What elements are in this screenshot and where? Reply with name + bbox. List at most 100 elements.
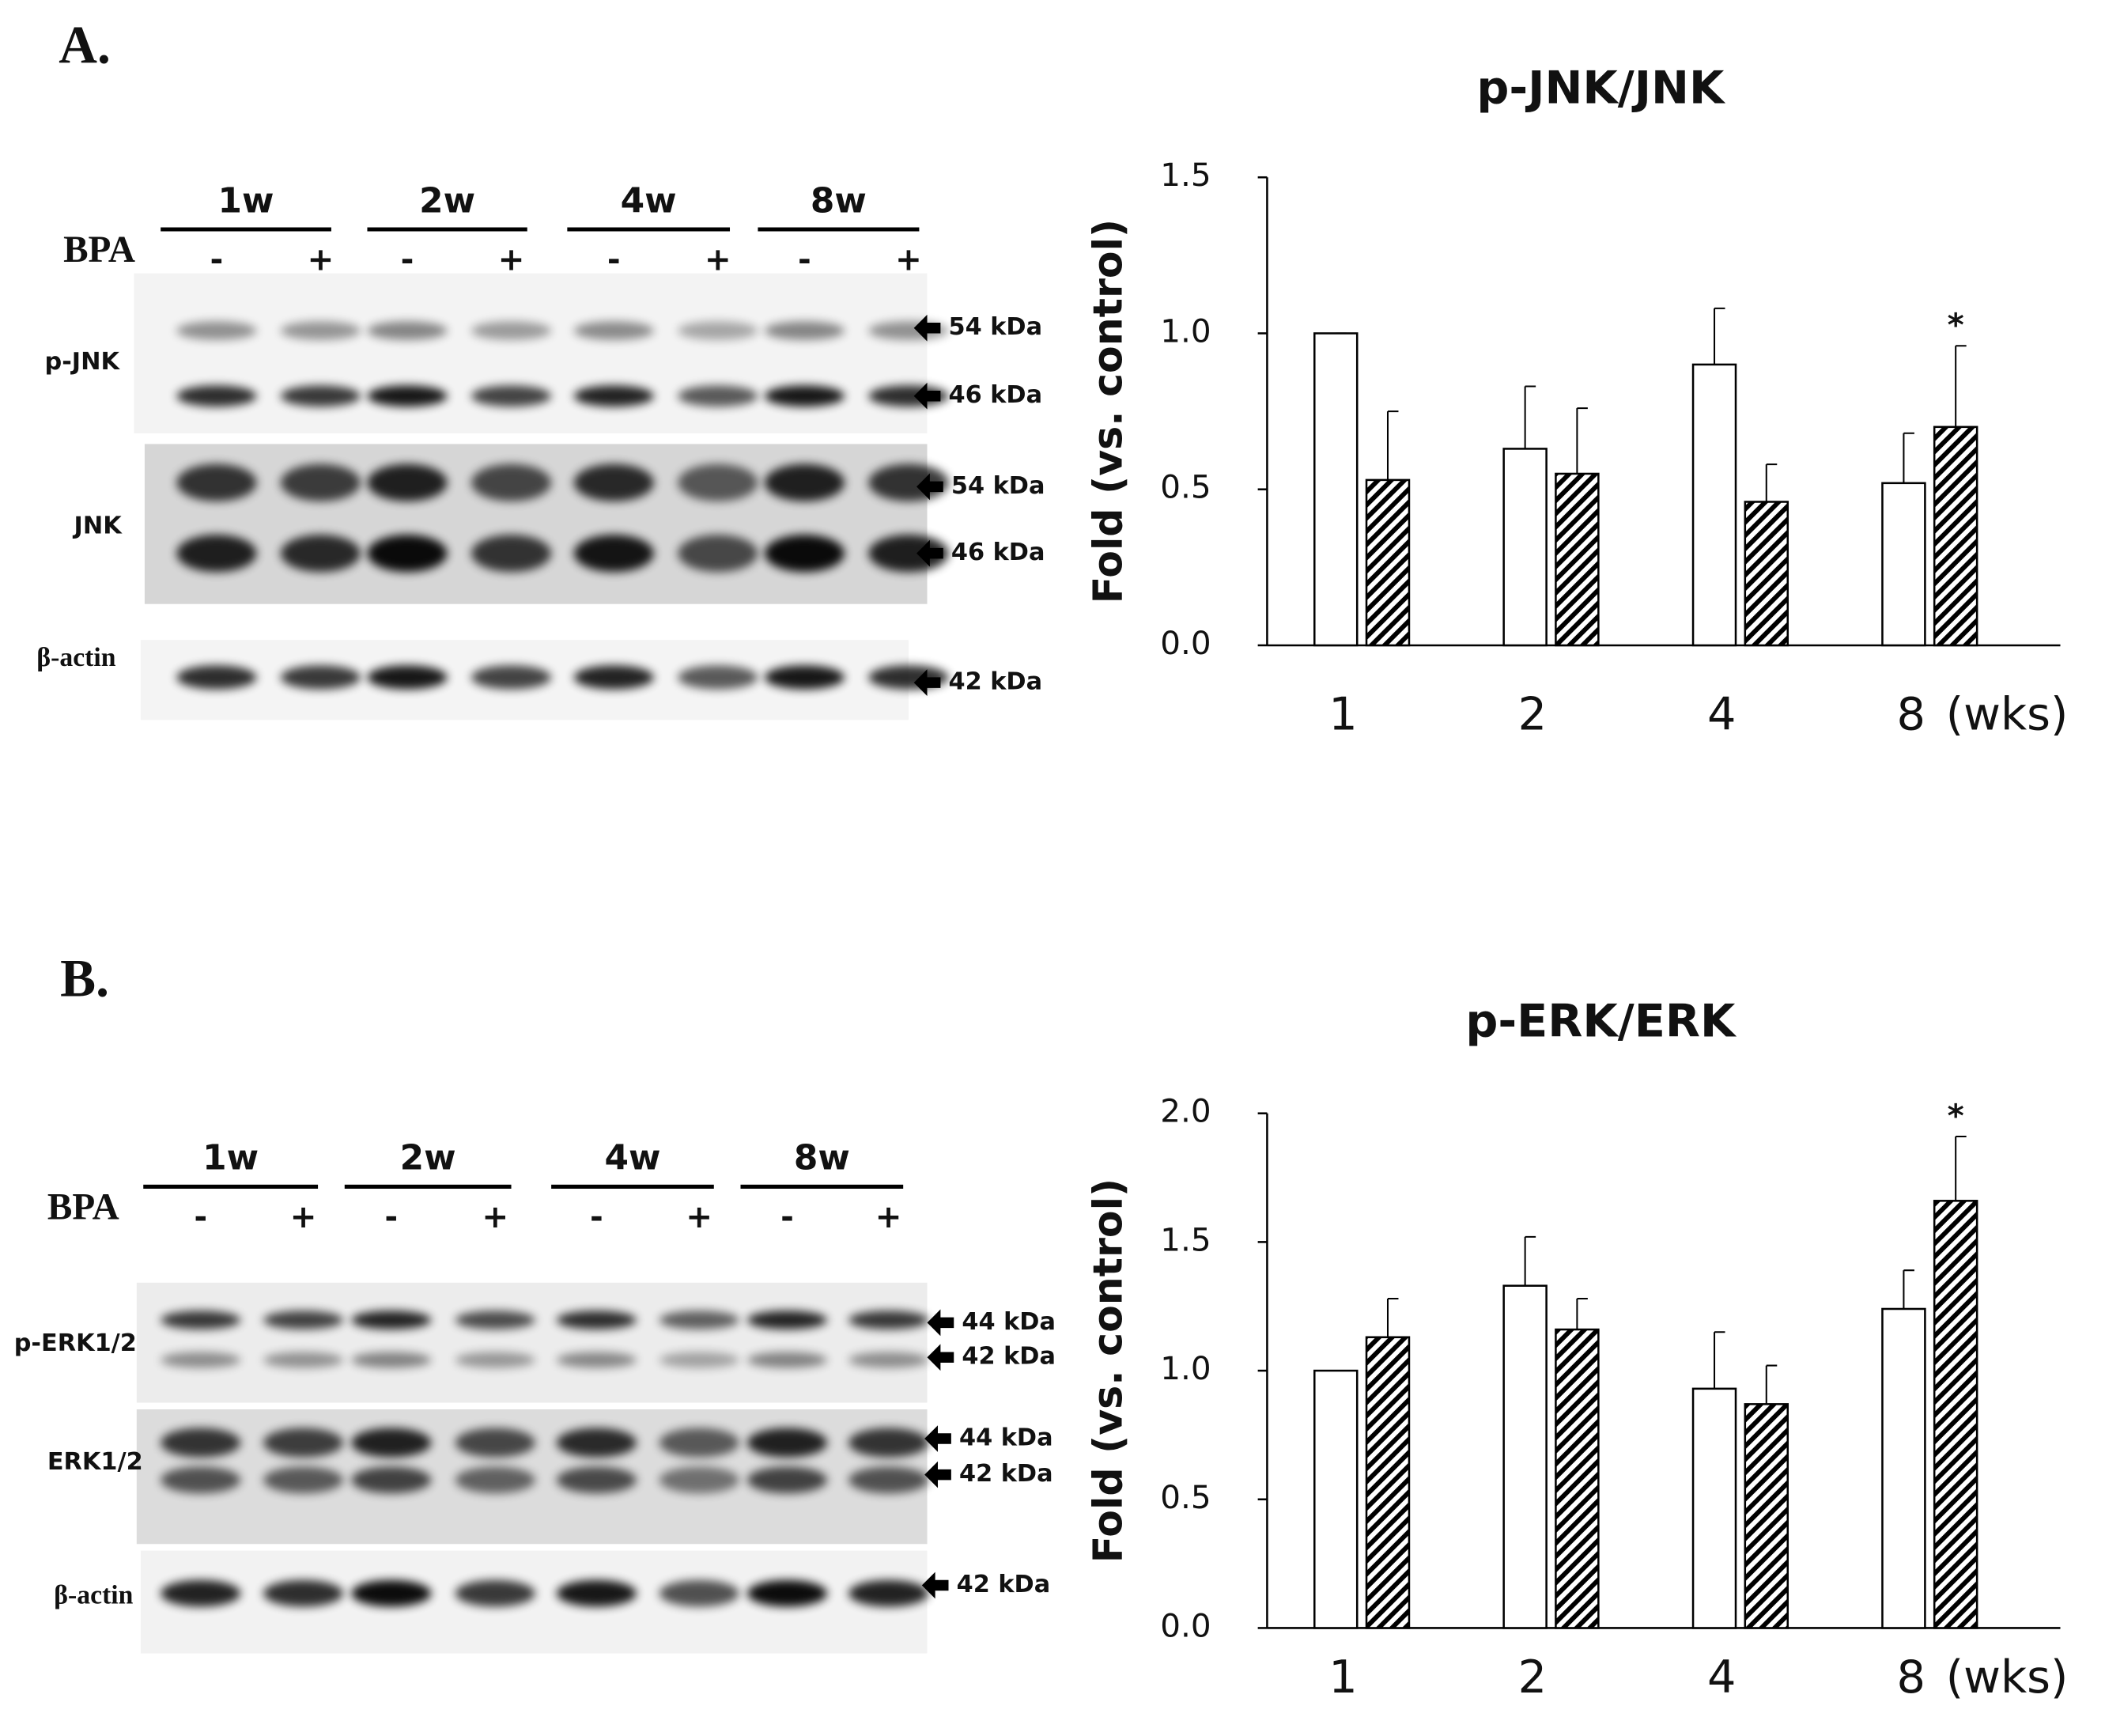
row-label: β-actin [36,643,115,672]
blot-band [556,1428,637,1458]
error-bar [1955,1135,1967,1201]
blot-band [678,665,758,690]
blot-band [280,463,361,501]
blot-band [351,1352,432,1368]
sign-label: - [798,240,811,278]
marker-label: 46 kDa [951,539,1045,566]
blot-band [848,1466,929,1494]
error-bar [1714,1331,1725,1389]
blot-band [263,1311,344,1329]
x-tick-label: 4 [1707,688,1736,741]
group-label: 4w [604,1138,660,1178]
bar [1502,448,1548,647]
chart-title: p-JNK/JNK [1476,61,1726,114]
marker-arrow [924,1425,951,1452]
chart-title: p-ERK/ERK [1465,994,1737,1047]
blot-band [263,1428,344,1458]
error-bar [1576,407,1588,474]
blot-band [764,665,845,690]
significance-mark: * [1948,1096,1964,1134]
error-bar [1576,1297,1588,1330]
blot-band [746,1352,828,1368]
row-label: JNK [73,512,123,539]
row-label: β-actin [54,1580,133,1609]
bar [1933,425,1978,647]
x-tick-label: 2 [1518,688,1547,741]
error-bar [1524,1235,1536,1286]
blot-band [455,1579,535,1607]
blot-band [573,463,654,501]
blot-band [263,1579,344,1607]
blot-band [678,535,758,573]
blot-band [659,1466,739,1494]
marker-label: 42 kDa [957,1571,1051,1598]
bar [1365,478,1411,647]
blot-band [161,1579,241,1607]
blot-band [848,1352,929,1368]
sign-label: - [401,240,414,278]
blot-band [351,1579,432,1607]
error-bar [1524,385,1536,449]
sign-label: + [290,1197,317,1235]
blot-strip [134,273,928,433]
blot-band [659,1579,739,1607]
blot-band [746,1428,828,1458]
blot-band [848,1579,929,1607]
panel-label: A. [59,16,111,75]
blot-band [367,321,448,340]
blot-band [161,1311,241,1329]
blot-band [280,321,361,340]
sign-label: + [875,1197,902,1235]
group-label: 1w [202,1138,259,1178]
y-tick-label: 1.5 [1160,156,1211,194]
blot-band [471,463,552,501]
blot-band [556,1352,637,1368]
group-label: 2w [419,180,475,221]
blot-band [367,535,448,573]
group-label: 4w [621,180,677,221]
blot-band [176,321,257,340]
blot-band [764,385,845,407]
marker-label: 46 kDa [949,381,1043,409]
marker-label: 42 kDa [962,1343,1056,1371]
blot-band [351,1466,432,1494]
bar [1881,482,1926,647]
sign-label: + [705,240,731,278]
blot-band [659,1428,739,1458]
y-tick-label: 1.0 [1160,1349,1211,1387]
blot-band [556,1311,637,1329]
y-tick-label: 0.5 [1160,468,1211,506]
blot-band [367,385,448,407]
group-label: 1w [218,180,274,221]
error-bar [1903,432,1914,483]
row-label: p-JNK [44,348,120,376]
error-bar [1765,463,1778,502]
blot-band [746,1466,828,1494]
error-bar [1765,1364,1778,1405]
treatment-label: BPA [47,1187,119,1228]
group-label: 8w [794,1138,850,1178]
blot-band [176,665,257,690]
blot-band [367,665,448,690]
blot-band [678,385,758,407]
group-label: 2w [400,1138,456,1178]
x-tick-label: 1 [1328,688,1357,741]
x-tick-label: 8 [1896,1651,1925,1704]
blot-band [556,1466,637,1494]
group-label: 8w [811,180,867,221]
sign-label: - [590,1197,603,1235]
bar [1881,1307,1926,1629]
row-label: ERK1/2 [47,1448,143,1476]
blot-band [764,321,845,340]
blot-band [573,665,654,690]
x-tick-label: 2 [1518,1651,1547,1704]
blot-band [471,535,552,573]
sign-label: - [210,240,224,278]
blot-band [573,321,654,340]
bar [1555,472,1600,647]
marker-arrow [913,314,941,342]
blot-band [746,1579,828,1607]
significance-mark: * [1948,306,1964,344]
x-tick-label: 8 [1896,688,1925,741]
